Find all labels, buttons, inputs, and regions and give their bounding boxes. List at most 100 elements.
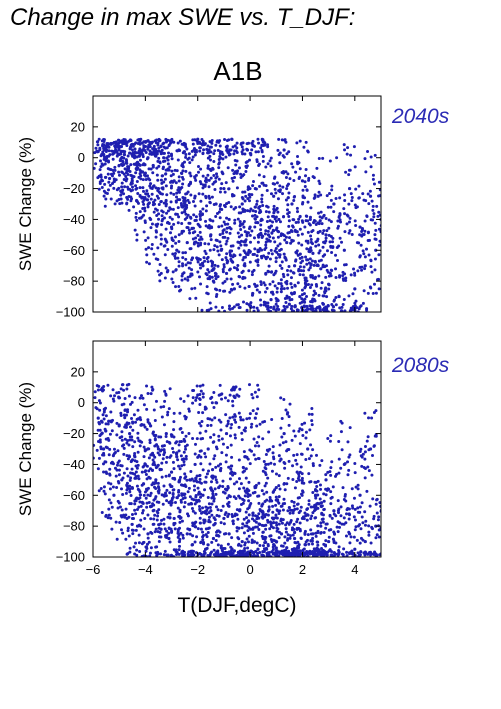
data-point bbox=[373, 153, 377, 157]
data-point bbox=[313, 509, 317, 513]
data-point bbox=[192, 389, 196, 393]
data-point bbox=[128, 490, 132, 494]
data-point bbox=[173, 235, 177, 239]
data-point bbox=[314, 516, 318, 520]
y-tick-label: 0 bbox=[78, 395, 85, 410]
data-point bbox=[141, 155, 145, 159]
data-point bbox=[130, 467, 134, 471]
data-point bbox=[182, 450, 186, 454]
data-point bbox=[297, 175, 301, 179]
data-point bbox=[225, 148, 229, 152]
data-point bbox=[110, 527, 114, 531]
data-point bbox=[371, 177, 375, 181]
data-point bbox=[272, 521, 276, 525]
data-point bbox=[291, 511, 295, 515]
data-point bbox=[170, 217, 174, 221]
data-point bbox=[333, 552, 337, 556]
data-point bbox=[153, 530, 157, 534]
data-point bbox=[270, 252, 274, 256]
data-point bbox=[194, 442, 198, 446]
data-point bbox=[141, 508, 145, 512]
data-point bbox=[133, 508, 137, 512]
data-point bbox=[217, 434, 221, 438]
data-point bbox=[187, 266, 191, 270]
data-point bbox=[208, 154, 212, 158]
data-point bbox=[204, 547, 208, 551]
data-point bbox=[163, 276, 167, 280]
data-point bbox=[255, 288, 259, 292]
data-point bbox=[316, 221, 320, 225]
data-point bbox=[241, 276, 245, 280]
data-point bbox=[337, 545, 341, 549]
data-point bbox=[371, 208, 375, 212]
data-point bbox=[122, 513, 126, 517]
data-point bbox=[218, 150, 222, 154]
data-point bbox=[125, 467, 129, 471]
data-point bbox=[243, 494, 247, 498]
data-point bbox=[225, 252, 229, 256]
data-point bbox=[120, 383, 124, 387]
data-point bbox=[253, 485, 257, 489]
data-point bbox=[152, 508, 156, 512]
data-point bbox=[275, 523, 279, 527]
data-point bbox=[224, 271, 229, 276]
data-point bbox=[222, 516, 226, 521]
data-point bbox=[233, 221, 237, 225]
data-point bbox=[277, 153, 281, 157]
data-point bbox=[135, 460, 139, 464]
data-point bbox=[198, 214, 202, 218]
data-point bbox=[303, 421, 307, 425]
data-point bbox=[218, 139, 222, 143]
data-point bbox=[144, 140, 148, 144]
data-point bbox=[166, 553, 170, 557]
data-point bbox=[248, 462, 252, 466]
data-point bbox=[348, 426, 352, 430]
data-point bbox=[342, 516, 346, 520]
data-point bbox=[204, 252, 208, 256]
data-point bbox=[373, 221, 377, 225]
data-point bbox=[147, 456, 151, 460]
data-point bbox=[347, 294, 351, 298]
data-point bbox=[362, 252, 366, 256]
data-point bbox=[235, 529, 239, 533]
data-point bbox=[371, 218, 375, 222]
data-point bbox=[191, 509, 195, 513]
data-point bbox=[302, 547, 306, 551]
data-point bbox=[231, 522, 235, 526]
data-point bbox=[228, 495, 232, 499]
data-point bbox=[129, 402, 133, 406]
data-point bbox=[302, 304, 306, 308]
data-point bbox=[180, 211, 184, 215]
data-point bbox=[314, 453, 318, 457]
data-point bbox=[327, 226, 331, 230]
data-point bbox=[189, 469, 193, 473]
data-point bbox=[321, 520, 325, 524]
data-point bbox=[241, 190, 245, 194]
data-point bbox=[142, 198, 146, 202]
data-point bbox=[187, 486, 191, 490]
data-point bbox=[135, 553, 139, 557]
data-point bbox=[124, 161, 128, 165]
data-point bbox=[212, 440, 216, 444]
data-point bbox=[217, 253, 221, 257]
data-point bbox=[356, 483, 360, 487]
data-point bbox=[339, 220, 343, 224]
data-point bbox=[251, 517, 255, 521]
data-point bbox=[206, 268, 210, 272]
data-point bbox=[107, 507, 111, 511]
data-point bbox=[276, 527, 280, 531]
data-point bbox=[166, 410, 170, 414]
data-point bbox=[269, 192, 273, 196]
data-point bbox=[280, 552, 284, 556]
data-point bbox=[247, 248, 251, 252]
data-point bbox=[323, 253, 327, 257]
data-point bbox=[179, 288, 183, 292]
data-point bbox=[242, 428, 246, 432]
data-point bbox=[312, 263, 316, 267]
data-point bbox=[183, 210, 187, 214]
data-point bbox=[128, 550, 132, 554]
data-point bbox=[284, 235, 288, 239]
data-point bbox=[104, 144, 108, 148]
data-point bbox=[324, 493, 328, 497]
data-point bbox=[254, 412, 258, 416]
